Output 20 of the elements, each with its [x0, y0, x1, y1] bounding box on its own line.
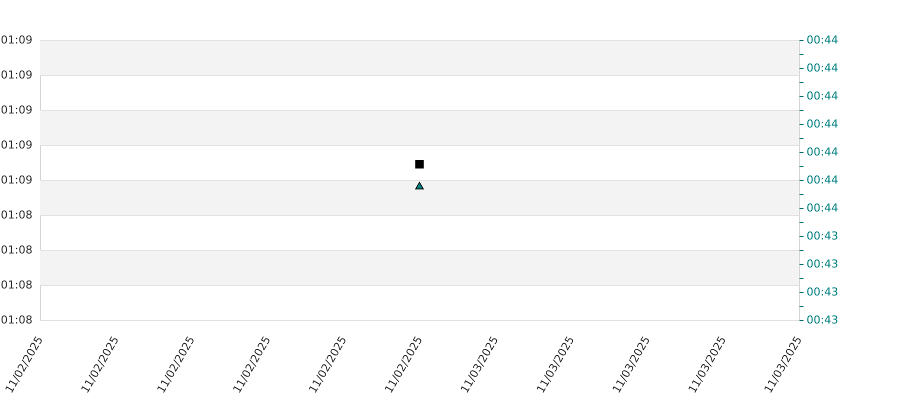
y2-tick-label: 00:44	[806, 90, 838, 102]
y-tick-label: 01:09	[0, 68, 32, 82]
y2-tick-label: 00:44	[806, 174, 838, 186]
y-tick-label: 01:08	[0, 278, 32, 292]
y2-tick-label: 00:44	[806, 118, 838, 130]
y-tick-label: 01:09	[0, 34, 32, 46]
y2-tick-label: 00:43	[806, 286, 838, 298]
y2-tick-label: 00:44	[806, 202, 838, 214]
y-tick-label: 01:08	[0, 244, 32, 256]
y2-tick-label: 00:44	[806, 34, 838, 46]
y-tick-label: 01:08	[0, 314, 32, 326]
y2-tick-label: 00:44	[806, 62, 838, 74]
y2-tick-label: 00:43	[806, 258, 838, 270]
y-tick-label: 01:09	[0, 174, 32, 186]
y-tick-label: 01:08	[0, 208, 32, 222]
y-tick-label: 01:09	[0, 138, 32, 152]
y2-tick-label: 00:44	[806, 146, 838, 158]
y2-tick-label: 00:43	[806, 230, 838, 242]
y-tick-label: 01:09	[0, 104, 32, 116]
y2-tick-label: 00:43	[806, 314, 838, 326]
